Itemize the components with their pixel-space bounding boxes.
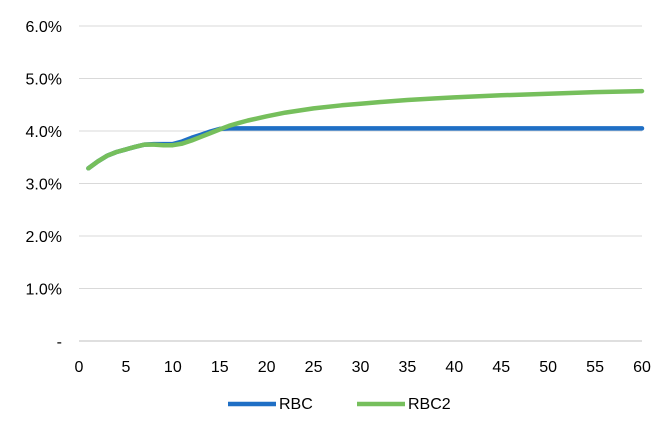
x-tick-label: 45 xyxy=(492,359,510,376)
legend-label-rbc2: RBC2 xyxy=(408,396,451,413)
x-tick-label: 20 xyxy=(258,359,276,376)
x-tick-label: 40 xyxy=(445,359,463,376)
x-tick-label: 5 xyxy=(121,359,130,376)
x-tick-label: 50 xyxy=(539,359,557,376)
x-tick-label: 35 xyxy=(399,359,417,376)
legend-label-rbc: RBC xyxy=(279,396,313,413)
x-axis-ticks: 0 5 10 15 20 25 30 35 40 45 50 55 60 xyxy=(75,359,651,376)
y-tick-label: 2.0% xyxy=(26,229,62,246)
y-tick-label: 3.0% xyxy=(26,177,62,194)
y-tick-label: 5.0% xyxy=(26,72,62,89)
x-tick-label: 0 xyxy=(75,359,84,376)
y-tick-label: - xyxy=(57,334,62,351)
series-line-rbc xyxy=(86,126,645,171)
x-tick-label: 30 xyxy=(352,359,370,376)
y-tick-label: 1.0% xyxy=(26,282,62,299)
x-tick-label: 15 xyxy=(211,359,229,376)
x-tick-label: 10 xyxy=(164,359,182,376)
x-tick-label: 25 xyxy=(305,359,323,376)
y-tick-label: 6.0% xyxy=(26,19,62,36)
legend: RBC RBC2 xyxy=(228,396,451,413)
series-lines xyxy=(86,88,645,171)
y-tick-label: 4.0% xyxy=(26,124,62,141)
x-tick-label: 60 xyxy=(633,359,651,376)
y-axis-ticks: - 1.0% 2.0% 3.0% 4.0% 5.0% 6.0% xyxy=(26,19,62,351)
series-line-rbc2 xyxy=(86,88,645,171)
gridlines xyxy=(79,25,642,342)
x-tick-label: 55 xyxy=(586,359,604,376)
